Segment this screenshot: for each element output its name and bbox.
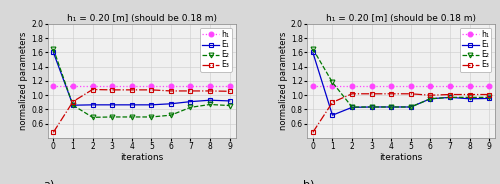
E₂: [349, 106, 355, 108]
Legend: h₁, E₁, E₂, E₃: h₁, E₁, E₂, E₃: [460, 28, 491, 72]
Line: E₂: E₂: [310, 46, 492, 109]
h₁: [168, 85, 174, 87]
E₁: [207, 99, 213, 101]
E₃: [70, 100, 76, 103]
E₁: [109, 104, 115, 106]
E₂: [310, 48, 316, 50]
E₁: [349, 106, 355, 108]
h₁: [50, 85, 56, 87]
E₂: [466, 96, 472, 98]
E₁: [486, 97, 492, 100]
E₃: [466, 93, 472, 96]
E₃: [310, 131, 316, 133]
E₂: [50, 48, 56, 50]
E₁: [168, 103, 174, 105]
E₂: [188, 106, 194, 108]
Y-axis label: normalized parameters: normalized parameters: [279, 32, 288, 130]
h₁: [486, 85, 492, 87]
E₂: [148, 116, 154, 118]
E₃: [486, 93, 492, 96]
E₁: [50, 51, 56, 54]
E₃: [128, 89, 134, 91]
E₃: [188, 90, 194, 92]
E₂: [70, 104, 76, 106]
Title: h₁ = 0.20 [m] (should be 0.18 m): h₁ = 0.20 [m] (should be 0.18 m): [66, 14, 216, 23]
E₃: [368, 93, 374, 95]
E₂: [428, 98, 434, 100]
h₁: [310, 85, 316, 87]
Legend: h₁, E₁, E₂, E₃: h₁, E₁, E₂, E₃: [200, 28, 232, 72]
E₂: [368, 106, 374, 108]
E₃: [388, 93, 394, 95]
E₁: [128, 104, 134, 106]
E₁: [226, 100, 232, 102]
h₁: [90, 85, 96, 87]
h₁: [109, 85, 115, 87]
E₂: [408, 106, 414, 108]
E₁: [368, 106, 374, 108]
Y-axis label: normalized parameters: normalized parameters: [20, 32, 28, 130]
E₃: [168, 90, 174, 92]
E₂: [486, 96, 492, 98]
h₁: [330, 85, 336, 87]
E₂: [330, 81, 336, 84]
E₂: [226, 105, 232, 107]
E₁: [70, 104, 76, 106]
E₃: [207, 90, 213, 92]
E₂: [388, 106, 394, 108]
h₁: [428, 85, 434, 87]
E₁: [90, 104, 96, 106]
E₁: [388, 106, 394, 108]
E₁: [148, 104, 154, 106]
h₁: [408, 85, 414, 87]
Text: a): a): [44, 179, 55, 184]
X-axis label: iterations: iterations: [380, 153, 422, 162]
E₃: [428, 94, 434, 96]
E₃: [226, 90, 232, 92]
Line: h₁: h₁: [51, 84, 232, 88]
h₁: [466, 85, 472, 87]
h₁: [226, 85, 232, 87]
E₂: [109, 116, 115, 118]
E₁: [330, 114, 336, 116]
E₃: [330, 101, 336, 103]
E₁: [310, 51, 316, 54]
E₃: [148, 89, 154, 91]
h₁: [207, 85, 213, 87]
h₁: [349, 85, 355, 87]
E₂: [168, 114, 174, 116]
E₁: [408, 106, 414, 108]
E₂: [207, 103, 213, 106]
E₁: [188, 100, 194, 103]
E₃: [109, 89, 115, 91]
E₃: [50, 131, 56, 133]
E₂: [128, 116, 134, 118]
h₁: [128, 85, 134, 87]
Line: E₁: E₁: [310, 50, 492, 118]
Title: h₁ = 0.20 [m] (should be 0.18 m): h₁ = 0.20 [m] (should be 0.18 m): [326, 14, 476, 23]
h₁: [447, 85, 453, 87]
h₁: [188, 85, 194, 87]
E₁: [466, 98, 472, 100]
Line: E₁: E₁: [51, 50, 232, 108]
E₃: [408, 93, 414, 95]
E₁: [428, 98, 434, 100]
E₁: [447, 96, 453, 98]
Line: E₃: E₃: [51, 87, 232, 135]
E₃: [349, 93, 355, 95]
h₁: [148, 85, 154, 87]
Text: b): b): [303, 179, 314, 184]
Line: E₂: E₂: [51, 46, 232, 120]
E₃: [447, 93, 453, 96]
h₁: [368, 85, 374, 87]
h₁: [70, 85, 76, 87]
Line: E₃: E₃: [310, 91, 492, 135]
E₂: [90, 116, 96, 118]
E₃: [90, 88, 96, 91]
X-axis label: iterations: iterations: [120, 153, 163, 162]
Line: h₁: h₁: [310, 84, 492, 88]
E₂: [447, 96, 453, 98]
h₁: [388, 85, 394, 87]
